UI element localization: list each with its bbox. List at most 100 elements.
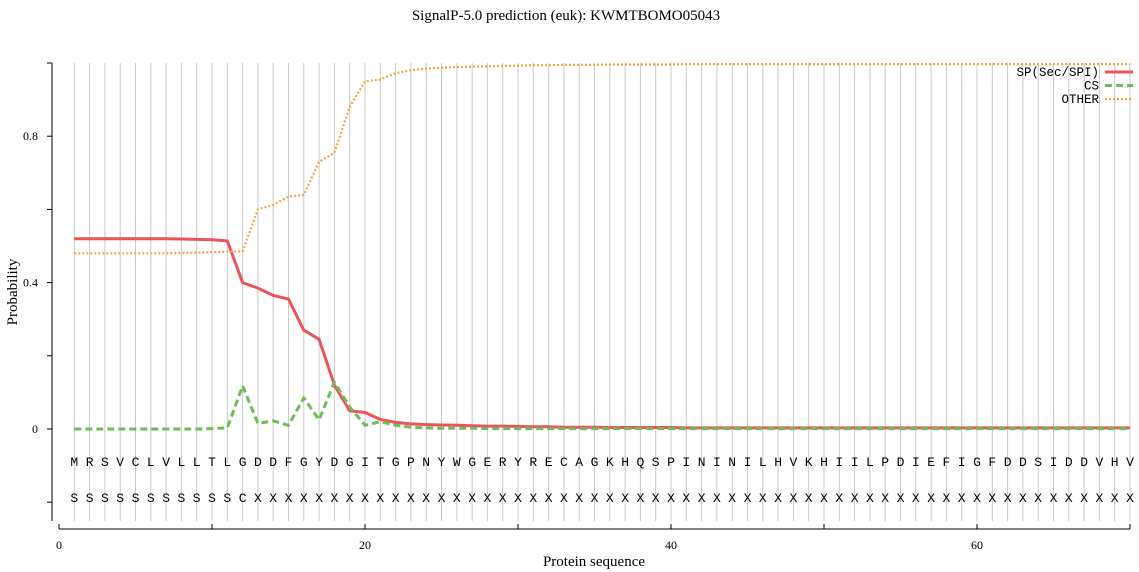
residue-label: X — [1004, 491, 1012, 506]
residue-label: X — [805, 491, 813, 506]
series-line-sp-sec-spi — [74, 237, 1130, 430]
residue-label: X — [897, 491, 905, 506]
y-tick-label: 0.8 — [23, 129, 38, 143]
x-axis: 0 20 40 60 — [56, 524, 1131, 552]
residue-label: X — [682, 491, 690, 506]
sequence-residue: G — [973, 455, 981, 470]
sequence-residue: G — [346, 455, 354, 470]
sequence-residue: T — [376, 455, 384, 470]
residue-label: X — [361, 491, 369, 506]
sequence-residue: I — [958, 455, 966, 470]
residue-label: X — [392, 491, 400, 506]
sequence-residue: D — [1019, 455, 1027, 470]
x-tick-label: 60 — [971, 538, 983, 552]
residue-label: X — [438, 491, 446, 506]
sequence-residue: Q — [636, 455, 644, 470]
series-lines — [74, 62, 1130, 431]
residue-label: S — [101, 491, 109, 506]
sequence-residue: G — [468, 455, 476, 470]
sequence-residue: I — [713, 455, 721, 470]
sequence-residue: D — [897, 455, 905, 470]
residue-label: X — [1034, 491, 1042, 506]
sequence-residue: K — [805, 455, 813, 470]
sequence-residue: I — [912, 455, 920, 470]
series-line-other — [74, 62, 1130, 255]
sequence-residue: P — [667, 455, 675, 470]
residue-label: X — [728, 491, 736, 506]
x-axis-label: Protein sequence — [543, 554, 645, 570]
residue-label: S — [162, 491, 170, 506]
residue-label: X — [529, 491, 537, 506]
sequence-residue: V — [1126, 455, 1134, 470]
residue-label: X — [1065, 491, 1073, 506]
residue-label: X — [1111, 491, 1119, 506]
x-tick-label: 40 — [665, 538, 677, 552]
sequence-residue: R — [529, 455, 537, 470]
residue-label: S — [208, 491, 216, 506]
sequence-residue: P — [881, 455, 889, 470]
sequence-residue: D — [1080, 455, 1088, 470]
sequence-residue: F — [285, 455, 293, 470]
residue-label: S — [177, 491, 185, 506]
y-tick-label: 0.4 — [23, 276, 38, 290]
residue-label: X — [1050, 491, 1058, 506]
sequence-residue: L — [223, 455, 231, 470]
y-tick-label: 0 — [32, 422, 38, 436]
sequence-residue: F — [988, 455, 996, 470]
residue-label: X — [575, 491, 583, 506]
residue-label: X — [621, 491, 629, 506]
residue-label: X — [300, 491, 308, 506]
sequence-residue: Y — [315, 455, 323, 470]
sequence-residue: G — [591, 455, 599, 470]
sequence-residue: R — [86, 455, 94, 470]
chart-title: SignalP-5.0 prediction (euk): KWMTBOMO05… — [412, 8, 720, 24]
residue-label: X — [376, 491, 384, 506]
residue-label: X — [942, 491, 950, 506]
residue-label: X — [315, 491, 323, 506]
sequence-residue: G — [392, 455, 400, 470]
residue-grid — [73, 63, 1131, 521]
sequence-residue: S — [101, 455, 109, 470]
sequence-residue: S — [1034, 455, 1042, 470]
residue-label: X — [636, 491, 644, 506]
sequence-residue: W — [453, 455, 461, 470]
residue-label: S — [70, 491, 78, 506]
legend-label: CS — [1084, 80, 1099, 94]
sequence-residue: E — [483, 455, 491, 470]
sequence-residue: V — [1095, 455, 1103, 470]
sequence-residue: V — [116, 455, 124, 470]
residue-label: X — [698, 491, 706, 506]
sequence-residue: N — [698, 455, 706, 470]
residue-label: X — [973, 491, 981, 506]
sequence-residue: L — [866, 455, 874, 470]
residue-label: X — [269, 491, 277, 506]
residue-label: X — [422, 491, 430, 506]
residue-label: S — [193, 491, 201, 506]
residue-label: X — [866, 491, 874, 506]
sequence-residue: V — [162, 455, 170, 470]
residue-label: S — [132, 491, 140, 506]
residue-label: X — [652, 491, 660, 506]
residue-label: X — [713, 491, 721, 506]
sequence-residue: C — [560, 455, 568, 470]
sequence-residue: N — [728, 455, 736, 470]
residue-label: X — [789, 491, 797, 506]
sequence-residue: H — [1111, 455, 1119, 470]
sequence-residue: I — [851, 455, 859, 470]
residue-label: X — [407, 491, 415, 506]
sequence-residue: P — [407, 455, 415, 470]
sequence-residue: L — [177, 455, 185, 470]
sequence-residue: G — [239, 455, 247, 470]
residue-label: X — [560, 491, 568, 506]
sequence-residue: H — [621, 455, 629, 470]
residue-label: X — [927, 491, 935, 506]
sequence-residue: I — [682, 455, 690, 470]
sequence-residue: T — [208, 455, 216, 470]
sequence-residue: M — [70, 455, 78, 470]
sequence-residue: D — [254, 455, 262, 470]
residue-label: X — [254, 491, 262, 506]
sequence-residue: D — [1065, 455, 1073, 470]
sequence-residue: H — [774, 455, 782, 470]
